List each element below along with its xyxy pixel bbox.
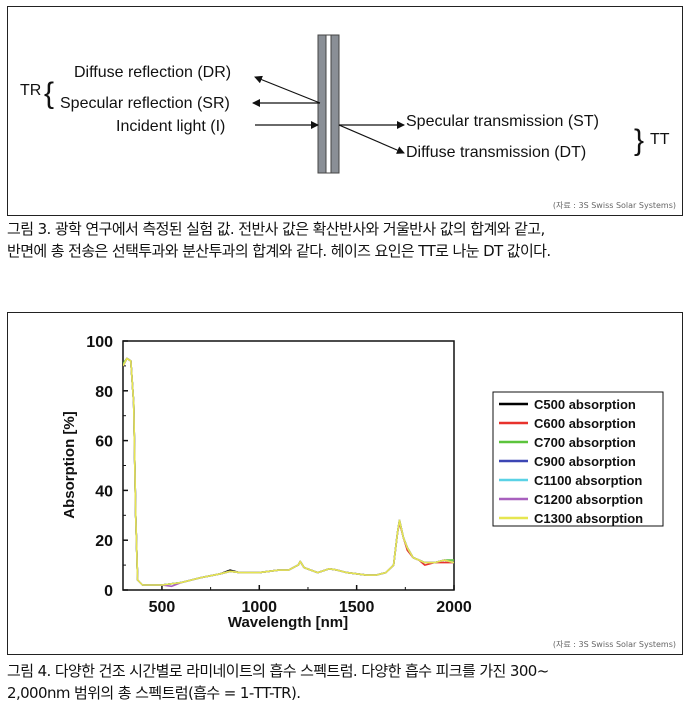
series-lines (123, 357, 454, 588)
series-line-3 (123, 357, 454, 586)
y-axis: 0 20 40 60 80 100 (86, 334, 128, 600)
figure3-panel: Diffuse reflection (DR) Specular reflect… (7, 6, 683, 216)
glass-pane-left (317, 34, 327, 174)
legend: C500 absorption C600 absorption C700 absor… (492, 391, 664, 527)
glass-pane-right (330, 34, 340, 174)
interlayer (325, 34, 332, 174)
dr-label: Diffuse reflection (DR) (74, 64, 231, 81)
legend-label: C600 absorption (534, 416, 636, 431)
x-axis: 500 1000 1500 2000 (149, 585, 472, 616)
sr-label: Specular reflection (SR) (60, 95, 230, 112)
legend-label: C1200 absorption (534, 492, 643, 507)
absorption-chart: 0 20 40 60 80 100 500 1000 1500 2000 Wavelength … (61, 334, 664, 631)
series-line-2 (123, 357, 454, 586)
legend-label: C500 absorption (534, 397, 636, 412)
legend-label: C900 absorption (534, 454, 636, 469)
x-tick-label: 1000 (241, 599, 277, 616)
series-line-4 (123, 357, 454, 586)
dt-label: Diffuse transmission (DT) (406, 144, 586, 161)
figure3-caption-line2: 반면에 총 전송은 선택투과와 분산투과의 합계와 같다. 헤이즈 요인은 TT… (7, 242, 551, 260)
incident-label: Incident light (I) (116, 118, 225, 135)
y-tick-label: 100 (86, 334, 113, 351)
y-tick-label: 20 (95, 533, 113, 550)
y-tick-label: 80 (95, 384, 113, 401)
figure4-source: (자료 : 3S Swiss Solar Systems) (552, 640, 676, 649)
legend-label: C1300 absorption (534, 511, 643, 526)
series-line-5 (123, 357, 454, 588)
series-line-0 (123, 357, 454, 586)
legend-label: C700 absorption (534, 435, 636, 450)
tt-brace: } (634, 124, 644, 157)
y-tick-label: 0 (104, 583, 113, 600)
dr-arrow (254, 75, 321, 104)
figure3-caption-line1: 그림 3. 광학 연구에서 측정된 실험 값. 전반사 값은 확산반사와 거울반… (7, 220, 545, 238)
x-axis-label: Wavelength [nm] (228, 614, 348, 631)
tr-label: TR (20, 82, 41, 99)
figure4-caption-line1: 그림 4. 다양한 건조 시간별로 라미네이트의 흡수 스펙트럼. 다양한 흡수… (7, 662, 549, 680)
legend-label: C1100 absorption (534, 473, 642, 488)
tt-label: TT (650, 131, 670, 148)
figure3-source: (자료 : 3S Swiss Solar Systems) (552, 201, 676, 210)
dt-arrow (338, 124, 405, 154)
y-tick-label: 40 (95, 483, 113, 500)
legend-box (492, 391, 664, 527)
series-line-1 (123, 357, 454, 586)
x-tick-label: 1500 (339, 599, 375, 616)
x-tick-label: 500 (149, 599, 176, 616)
x-tick-label: 2000 (436, 599, 472, 616)
figure4-panel: 0 20 40 60 80 100 500 1000 1500 2000 Wavelength … (7, 312, 683, 655)
y-axis-label: Absorption [%] (61, 411, 78, 518)
optics-diagram: Diffuse reflection (DR) Specular reflect… (20, 34, 670, 174)
series-line-6 (123, 357, 454, 586)
y-tick-label: 60 (95, 434, 113, 451)
plot-frame (122, 340, 455, 591)
figure4-caption-line2: 2,000nm 범위의 총 스펙트럼(흡수 = 1-TT-TR). (7, 684, 301, 702)
st-label: Specular transmission (ST) (406, 113, 599, 130)
tr-brace: { (44, 77, 54, 110)
